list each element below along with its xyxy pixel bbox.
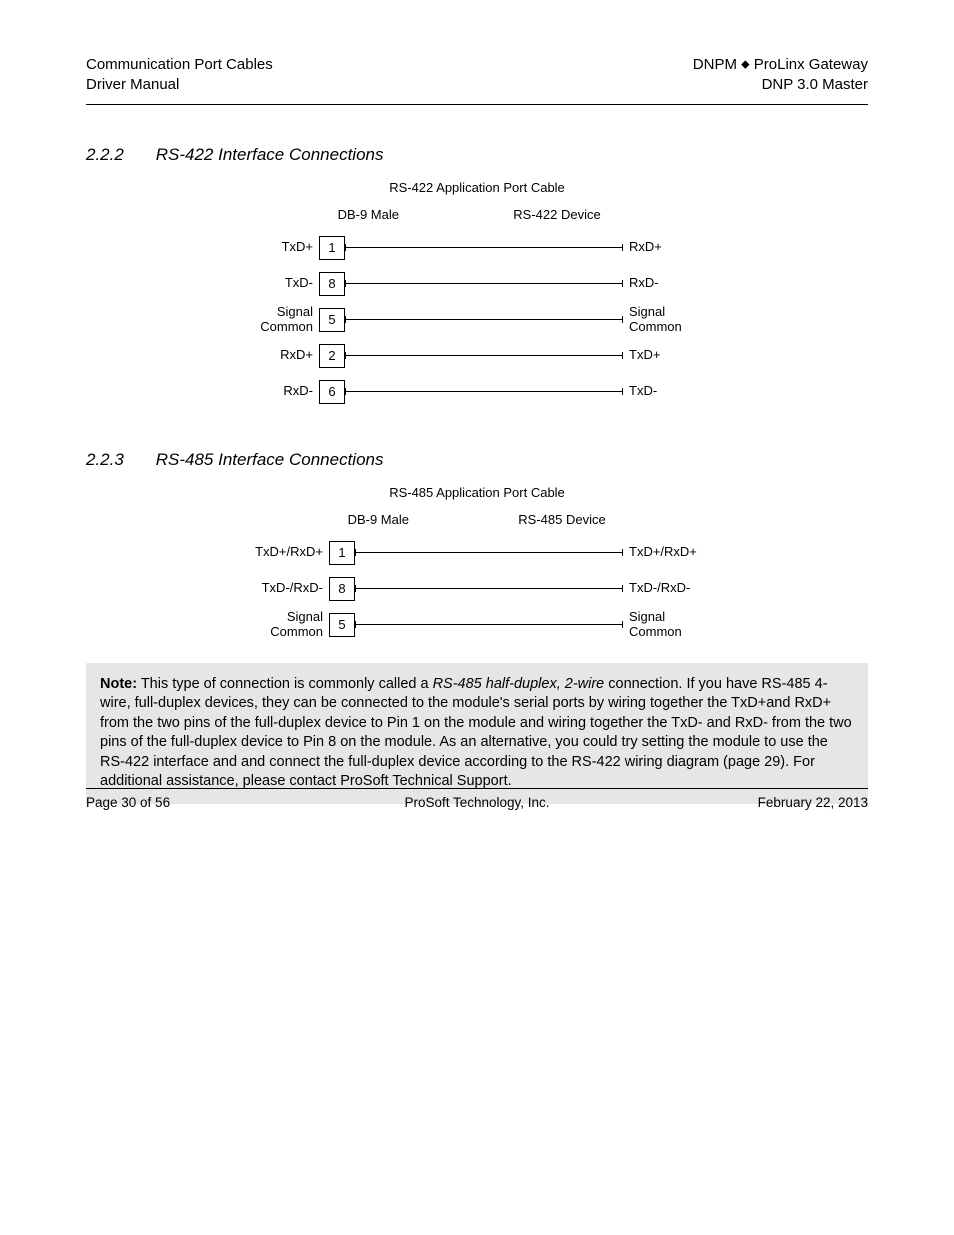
pin-left-label: TxD-/RxD-	[247, 581, 329, 595]
pin-line	[345, 247, 623, 248]
section-title-485: RS-485 Interface Connections	[156, 450, 384, 469]
pin-left-label: RxD-	[247, 384, 319, 398]
pin-right-label: TxD+	[623, 348, 707, 362]
diagram-rs485: RS-485 Application Port Cable DB-9 Male …	[247, 485, 707, 643]
pin-left-label: Signal Common	[247, 305, 319, 334]
pin-box: 5	[329, 613, 355, 637]
header-right: DNPM ◆ ProLinx Gateway DNP 3.0 Master	[693, 55, 868, 96]
note-text2: connection. If you have RS-485 4-wire, f…	[100, 676, 852, 790]
pin-line	[345, 283, 623, 284]
pin-right-label: RxD-	[623, 276, 707, 290]
note-box: Note: This type of connection is commonl…	[86, 663, 868, 804]
header-gateway: ProLinx Gateway	[754, 56, 868, 73]
pin-line	[345, 319, 623, 320]
diagram-rs422: RS-422 Application Port Cable DB-9 Male …	[247, 180, 707, 410]
pin-left-label: TxD+	[247, 240, 319, 254]
diag-title-485: RS-485 Application Port Cable	[247, 485, 707, 500]
pin-row: Signal Common5Signal Common	[247, 302, 707, 338]
col-right-485: RS-485 Device	[417, 512, 707, 527]
pin-box: 1	[329, 541, 355, 565]
pin-box: 5	[319, 308, 345, 332]
header-right-line2: DNP 3.0 Master	[693, 75, 868, 95]
diag-title-422: RS-422 Application Port Cable	[247, 180, 707, 195]
section-num-485: 2.2.3	[86, 450, 151, 470]
pin-right-label: TxD+/RxD+	[623, 545, 707, 559]
note-bold: Note:	[100, 676, 137, 692]
pin-row: TxD+1 RxD+	[247, 230, 707, 266]
footer-center: ProSoft Technology, Inc.	[86, 795, 868, 810]
diamond-icon: ◆	[741, 59, 749, 71]
header-product: DNPM	[693, 56, 737, 73]
note-italic: RS-485 half-duplex, 2-wire	[433, 676, 605, 692]
pin-row: RxD-6 TxD-	[247, 374, 707, 410]
pin-left-label: RxD+	[247, 348, 319, 362]
col-right-422: RS-422 Device	[407, 207, 707, 222]
pin-row: TxD-8 RxD-	[247, 266, 707, 302]
pin-right-label: Signal Common	[623, 610, 707, 639]
col-left-485: DB-9 Male	[247, 512, 417, 527]
pin-left-label: TxD-	[247, 276, 319, 290]
pin-box: 8	[319, 272, 345, 296]
pin-left-label: Signal Common	[247, 610, 329, 639]
note-text1: This type of connection is commonly call…	[137, 676, 433, 692]
pin-row: Signal Common5Signal Common	[247, 607, 707, 643]
pin-right-label: Signal Common	[623, 305, 707, 334]
pin-box: 2	[319, 344, 345, 368]
pin-right-label: RxD+	[623, 240, 707, 254]
pin-box: 6	[319, 380, 345, 404]
col-left-422: DB-9 Male	[247, 207, 407, 222]
col-headers-485: DB-9 Male RS-485 Device	[247, 512, 707, 527]
pin-line	[355, 588, 623, 589]
page-header: Communication Port Cables Driver Manual …	[86, 55, 868, 105]
section-heading-485: 2.2.3 RS-485 Interface Connections	[86, 450, 868, 470]
section-heading-422: 2.2.2 RS-422 Interface Connections	[86, 145, 868, 165]
pin-line	[355, 552, 623, 553]
pin-row: TxD+/RxD+1TxD+/RxD+	[247, 535, 707, 571]
pin-line	[345, 355, 623, 356]
header-right-line1: DNPM ◆ ProLinx Gateway	[693, 55, 868, 75]
section-num-422: 2.2.2	[86, 145, 151, 165]
pin-left-label: TxD+/RxD+	[247, 545, 329, 559]
pin-box: 8	[329, 577, 355, 601]
pin-row: TxD-/RxD-8TxD-/RxD-	[247, 571, 707, 607]
col-headers-422: DB-9 Male RS-422 Device	[247, 207, 707, 222]
header-left-line2: Driver Manual	[86, 75, 273, 95]
pin-line	[355, 624, 623, 625]
page-footer: Page 30 of 56 ProSoft Technology, Inc. F…	[86, 788, 868, 810]
header-left-line1: Communication Port Cables	[86, 55, 273, 75]
header-left: Communication Port Cables Driver Manual	[86, 55, 273, 96]
pin-right-label: TxD-	[623, 384, 707, 398]
pin-row: RxD+2 TxD+	[247, 338, 707, 374]
pin-line	[345, 391, 623, 392]
pin-box: 1	[319, 236, 345, 260]
section-title-422: RS-422 Interface Connections	[156, 145, 384, 164]
pin-right-label: TxD-/RxD-	[623, 581, 707, 595]
